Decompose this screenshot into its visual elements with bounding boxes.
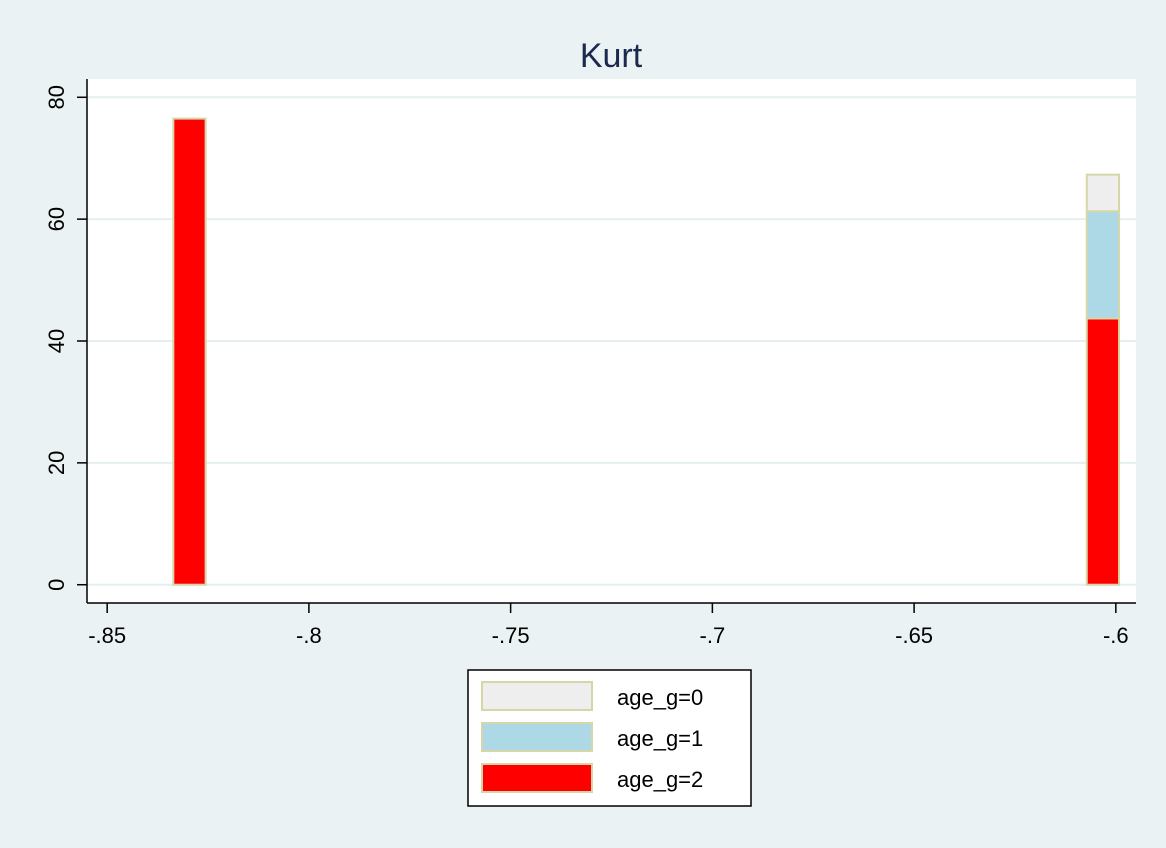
bar-segment [1085,210,1121,320]
legend-label: age_g=2 [617,767,703,792]
legend: age_g=0 age_g=1 age_g=2 [467,669,752,807]
x-tick-label: -.65 [895,623,933,648]
bar-segment [1085,317,1121,586]
x-tick-label: -.75 [492,623,530,648]
x-ticks: -.85 -.8 -.75 -.7 -.65 -.6 [88,603,1129,648]
y-ticks: 0 20 40 60 80 [44,85,87,591]
y-tick-label: 40 [44,329,69,353]
y-tick-label: 80 [44,85,69,109]
legend-swatch [481,681,593,711]
legend-swatch [481,722,593,752]
bar-segment [172,117,207,586]
chart-title: Kurt [580,37,643,75]
legend-entries: age_g=0 age_g=1 age_g=2 [481,681,703,793]
grid-lines [87,96,1136,586]
x-tick-label: -.7 [700,623,726,648]
y-tick-label: 0 [44,579,69,591]
y-tick-label: 20 [44,451,69,475]
x-tick-label: -.6 [1103,623,1129,648]
y-tick-label: 60 [44,207,69,231]
x-tick-label: -.85 [88,623,126,648]
bars [172,117,1121,586]
legend-swatch [481,763,593,793]
bar-segment [1085,173,1121,213]
legend-label: age_g=1 [617,726,703,751]
legend-label: age_g=0 [617,685,703,710]
x-tick-label: -.8 [296,623,322,648]
